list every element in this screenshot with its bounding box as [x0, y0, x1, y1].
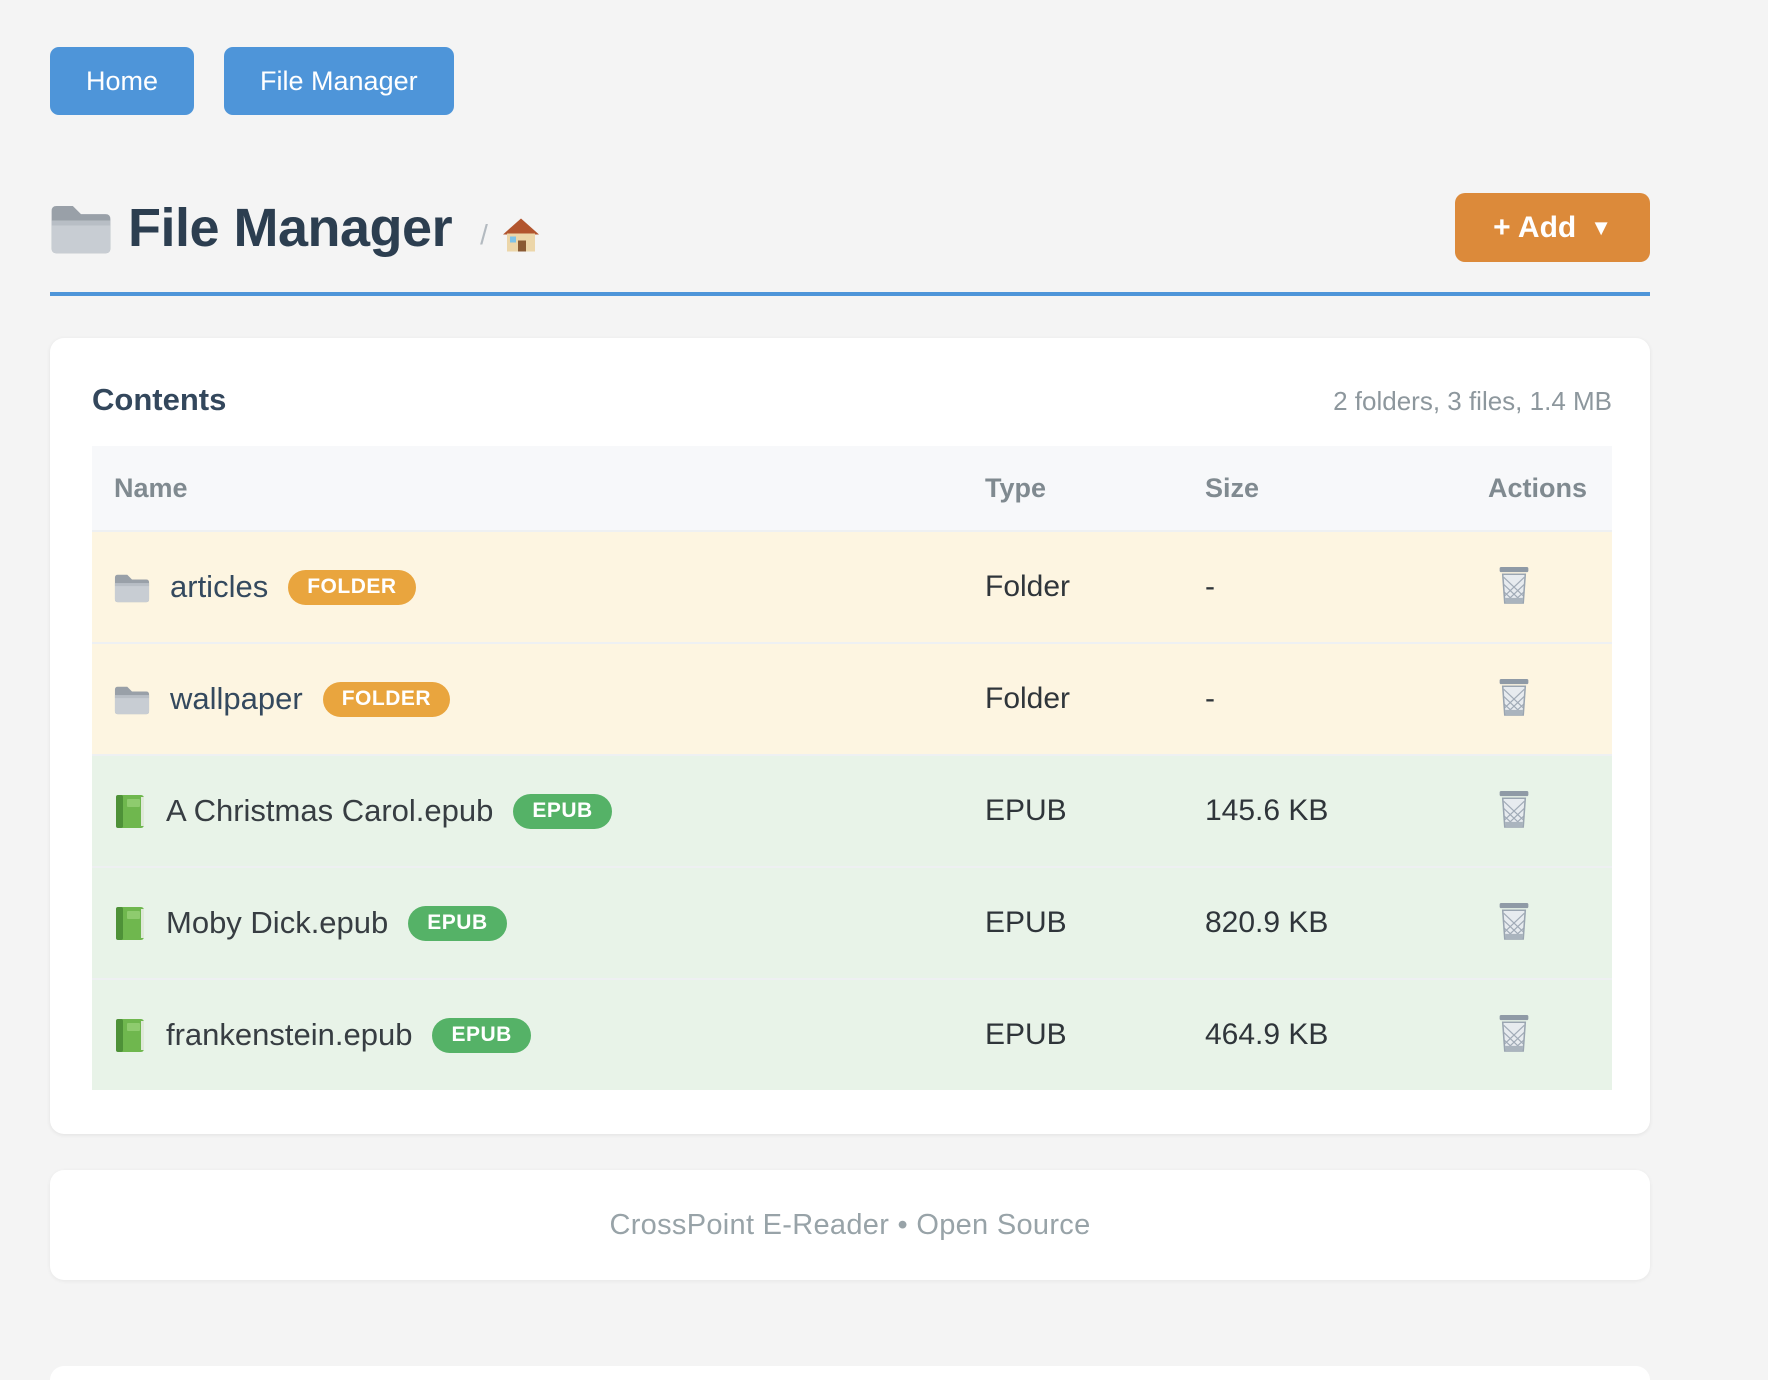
- house-icon[interactable]: [502, 217, 540, 253]
- trash-icon: [1498, 789, 1530, 828]
- folder-icon: [114, 686, 150, 714]
- column-header-actions: Actions: [1488, 472, 1588, 503]
- title-group: File Manager /: [50, 197, 540, 259]
- size-value: 820.9 KB: [1205, 906, 1329, 939]
- page-header: File Manager / + Add ▼: [50, 193, 1650, 296]
- table-row: A Christmas Carol.epub EPUB EPUB 145.6 K…: [92, 754, 1612, 866]
- size-value: 145.6 KB: [1205, 794, 1329, 827]
- trash-icon-button[interactable]: [1496, 1013, 1532, 1053]
- table-row: Moby Dick.epub EPUB EPUB 820.9 KB: [92, 866, 1612, 978]
- type-value: EPUB: [985, 794, 1067, 827]
- folder-badge: FOLDER: [322, 681, 451, 717]
- type-value: EPUB: [985, 1018, 1067, 1051]
- trash-icon: [1498, 901, 1530, 940]
- top-nav: Home File Manager: [50, 0, 1650, 115]
- file-name-link[interactable]: frankenstein.epub: [166, 1017, 413, 1052]
- contents-card: Contents 2 folders, 3 files, 1.4 MB Name…: [50, 338, 1650, 1134]
- breadcrumb-separator: /: [480, 218, 488, 250]
- green-book-icon: [116, 906, 144, 940]
- trash-icon-button[interactable]: [1496, 677, 1532, 717]
- file-name-link[interactable]: A Christmas Carol.epub: [166, 793, 494, 828]
- trash-icon-button[interactable]: [1496, 565, 1532, 605]
- file-table: Name Type Size Actions articles FOLDER F…: [92, 446, 1612, 1090]
- column-header-size: Size: [1205, 472, 1260, 503]
- epub-badge: EPUB: [513, 793, 612, 829]
- footer-card: CrossPoint E-Reader • Open Source: [50, 1170, 1650, 1280]
- add-button-label: + Add: [1493, 210, 1577, 244]
- page: Home File Manager File Manager / + Add ▼…: [50, 0, 1650, 1280]
- footer-text: CrossPoint E-Reader • Open Source: [609, 1208, 1091, 1241]
- type-value: Folder: [985, 570, 1071, 603]
- contents-summary: 2 folders, 3 files, 1.4 MB: [1333, 386, 1612, 416]
- nav-file-manager-button[interactable]: File Manager: [224, 47, 454, 115]
- page-title: File Manager: [128, 197, 453, 258]
- trash-icon: [1498, 677, 1530, 716]
- table-row: wallpaper FOLDER Folder -: [92, 642, 1612, 754]
- size-value: -: [1205, 570, 1215, 603]
- table-header-row: Name Type Size Actions: [92, 446, 1612, 530]
- chevron-down-icon: ▼: [1590, 214, 1612, 240]
- folder-icon: [51, 205, 111, 253]
- epub-badge: EPUB: [432, 1017, 531, 1053]
- type-value: EPUB: [985, 906, 1067, 939]
- contents-title: Contents: [92, 382, 227, 417]
- column-header-type: Type: [985, 472, 1047, 503]
- nav-home-button[interactable]: Home: [50, 47, 195, 115]
- table-row: frankenstein.epub EPUB EPUB 464.9 KB: [92, 978, 1612, 1090]
- size-value: -: [1205, 682, 1215, 715]
- size-value: 464.9 KB: [1205, 1018, 1329, 1051]
- type-value: Folder: [985, 682, 1071, 715]
- bottom-page-edge: [50, 1366, 1650, 1380]
- table-row: articles FOLDER Folder -: [92, 530, 1612, 642]
- trash-icon: [1498, 1013, 1530, 1052]
- file-name-link[interactable]: Moby Dick.epub: [166, 905, 389, 940]
- green-book-icon: [116, 1018, 144, 1052]
- add-button[interactable]: + Add ▼: [1455, 193, 1650, 262]
- contents-header: Contents 2 folders, 3 files, 1.4 MB: [92, 382, 1612, 418]
- trash-icon: [1498, 565, 1530, 604]
- trash-icon-button[interactable]: [1496, 789, 1532, 829]
- folder-badge: FOLDER: [288, 569, 416, 605]
- folder-name-link[interactable]: wallpaper: [170, 681, 303, 716]
- epub-badge: EPUB: [408, 905, 507, 941]
- folder-name-link[interactable]: articles: [170, 569, 269, 604]
- folder-icon: [114, 574, 150, 602]
- trash-icon-button[interactable]: [1496, 901, 1532, 941]
- column-header-name: Name: [114, 472, 188, 503]
- green-book-icon: [116, 794, 144, 828]
